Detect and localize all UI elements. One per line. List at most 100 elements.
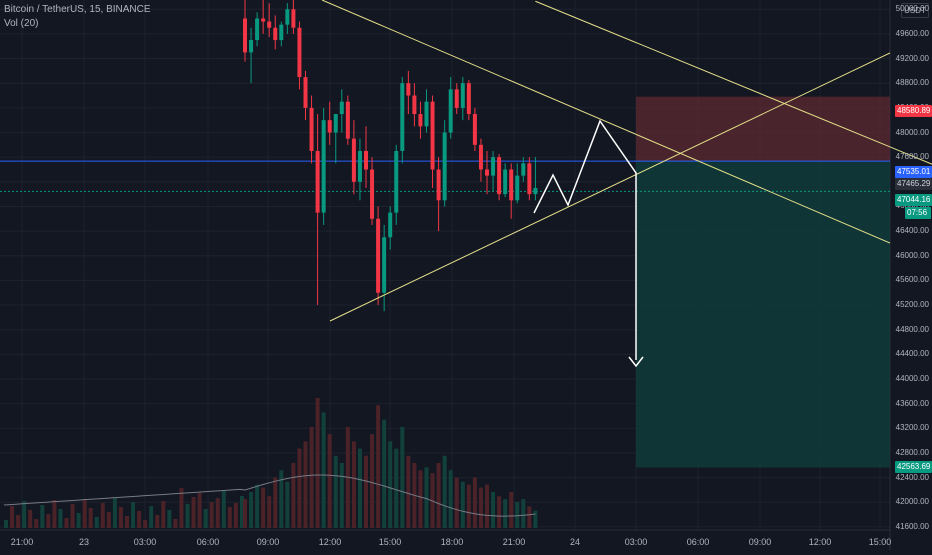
price-axis-label: 47600.00 [895, 152, 929, 162]
time-axis-label: 03:00 [133, 537, 157, 547]
candle-body [521, 163, 526, 176]
time-axis-label: 09:00 [748, 537, 772, 547]
candle-body [478, 144, 483, 170]
volume-bar [255, 484, 260, 528]
candle-body [309, 107, 314, 151]
volume-bar [339, 463, 344, 528]
candle-body [315, 150, 320, 213]
volume-bar [209, 502, 214, 528]
price-axis-label: 46000.00 [895, 250, 929, 260]
volume-bar [10, 506, 15, 528]
time-axis-label: 06:00 [686, 537, 710, 547]
projection-arrowhead [628, 356, 644, 368]
volume-bar [22, 501, 27, 528]
candle-body [255, 18, 260, 41]
volume-bar [243, 499, 247, 528]
volume-bar [273, 477, 278, 528]
candle-body [485, 169, 489, 176]
price-axis-label: 43200.00 [895, 423, 929, 433]
volume-bar [4, 520, 8, 528]
price-axis-label: 49200.00 [895, 53, 929, 63]
candle-body [388, 212, 393, 238]
bar-countdown-tag: 07:56 [905, 207, 931, 219]
volume-bar [64, 518, 69, 528]
volume-bar [58, 509, 63, 528]
candle-body [424, 101, 429, 127]
volume-bar [197, 493, 202, 528]
volume-bar [376, 405, 381, 528]
volume-bar [454, 477, 459, 528]
volume-bar [161, 501, 166, 528]
stop-loss-price-tag: 48580.89 [895, 105, 932, 117]
volume-bar [533, 510, 538, 528]
candle-body [497, 157, 502, 195]
candle-body [261, 18, 266, 22]
candle-body [466, 83, 471, 115]
volume-bar [309, 426, 314, 528]
volume-bar [460, 481, 465, 528]
currency-badge[interactable]: USDT [901, 3, 929, 18]
candle-body [418, 114, 423, 127]
time-axis-label: 12:00 [808, 537, 832, 547]
volume-bar [418, 470, 423, 528]
volume-bar [52, 500, 57, 528]
volume-bar [125, 516, 129, 528]
volume-bar [448, 470, 453, 528]
candle-body [279, 24, 284, 41]
volume-bar [16, 515, 21, 528]
candle-body [491, 157, 496, 176]
volume-bar [285, 481, 290, 528]
last-close-price-tag: 47465.29 [895, 178, 932, 190]
candle-body [249, 40, 254, 53]
candle-body [382, 237, 387, 293]
volume-bar [100, 503, 105, 528]
volume-bar [406, 455, 411, 528]
volume-bar [70, 504, 75, 528]
volume-bar [46, 514, 51, 528]
volume-bar [333, 455, 338, 528]
candle-body [509, 169, 514, 201]
candle-body [394, 150, 399, 213]
entry-price-tag: 47535.01 [895, 166, 932, 178]
volume-bar [185, 504, 190, 528]
volume-bar [239, 496, 244, 528]
candle-body [503, 169, 508, 195]
volume-bar [291, 463, 296, 528]
volume-bar [497, 496, 502, 528]
time-axis-label: 23 [78, 537, 89, 547]
candle-body [436, 169, 441, 201]
volume-bar [472, 477, 477, 528]
volume-bar [279, 470, 284, 528]
candle-body [364, 150, 368, 170]
volume-bar [388, 441, 393, 528]
volume-bar [215, 498, 220, 528]
projection-path [533, 119, 637, 360]
volume-bar [34, 519, 39, 528]
upper-trendline-ext [321, 0, 891, 244]
time-axis-label: 03:00 [624, 537, 648, 547]
volume-bar [370, 434, 375, 528]
volume-bar [261, 487, 266, 528]
volume-bar [40, 505, 45, 528]
volume-bar [321, 412, 326, 528]
candle-body [400, 83, 405, 151]
volume-bar [351, 441, 356, 528]
volume-bar [82, 499, 87, 528]
candle-body [412, 95, 417, 115]
position-zones [0, 96, 890, 468]
volume-bar [491, 491, 496, 528]
volume-bar [88, 508, 93, 528]
volume-bar [106, 512, 111, 528]
candle-body [527, 163, 532, 195]
time-axis-label: 15:00 [378, 537, 402, 547]
candle-body [303, 77, 308, 108]
volume-bar [527, 506, 532, 528]
candle-body [351, 138, 356, 182]
volume-bar [430, 473, 435, 528]
volume-bar [118, 507, 123, 528]
volume-bar [394, 448, 399, 528]
volume-bar [436, 463, 441, 528]
price-axis-label: 45600.00 [895, 275, 929, 285]
